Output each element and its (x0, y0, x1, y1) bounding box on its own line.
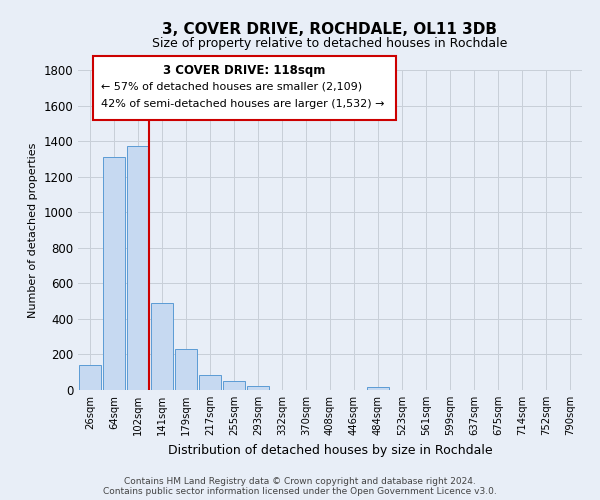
Bar (223, 381, 245, 390)
Text: Size of property relative to detached houses in Rochdale: Size of property relative to detached ho… (152, 38, 508, 51)
Bar (367, 388, 389, 390)
Text: 3 COVER DRIVE: 118sqm: 3 COVER DRIVE: 118sqm (163, 64, 326, 76)
Y-axis label: Number of detached properties: Number of detached properties (28, 142, 38, 318)
Bar (175, 349, 197, 390)
Text: Contains public sector information licensed under the Open Government Licence v3: Contains public sector information licen… (103, 487, 497, 496)
Bar (247, 386, 269, 390)
Bar (199, 375, 221, 390)
X-axis label: Distribution of detached houses by size in Rochdale: Distribution of detached houses by size … (167, 444, 493, 456)
Bar (127, 146, 149, 390)
Text: ← 57% of detached houses are smaller (2,109): ← 57% of detached houses are smaller (2,… (101, 81, 362, 91)
Bar (103, 157, 125, 390)
FancyBboxPatch shape (93, 56, 395, 120)
Text: 3, COVER DRIVE, ROCHDALE, OL11 3DB: 3, COVER DRIVE, ROCHDALE, OL11 3DB (163, 22, 497, 38)
Text: 42% of semi-detached houses are larger (1,532) →: 42% of semi-detached houses are larger (… (101, 99, 384, 109)
Text: Contains HM Land Registry data © Crown copyright and database right 2024.: Contains HM Land Registry data © Crown c… (124, 477, 476, 486)
Bar (79, 365, 101, 390)
Bar (151, 303, 173, 390)
